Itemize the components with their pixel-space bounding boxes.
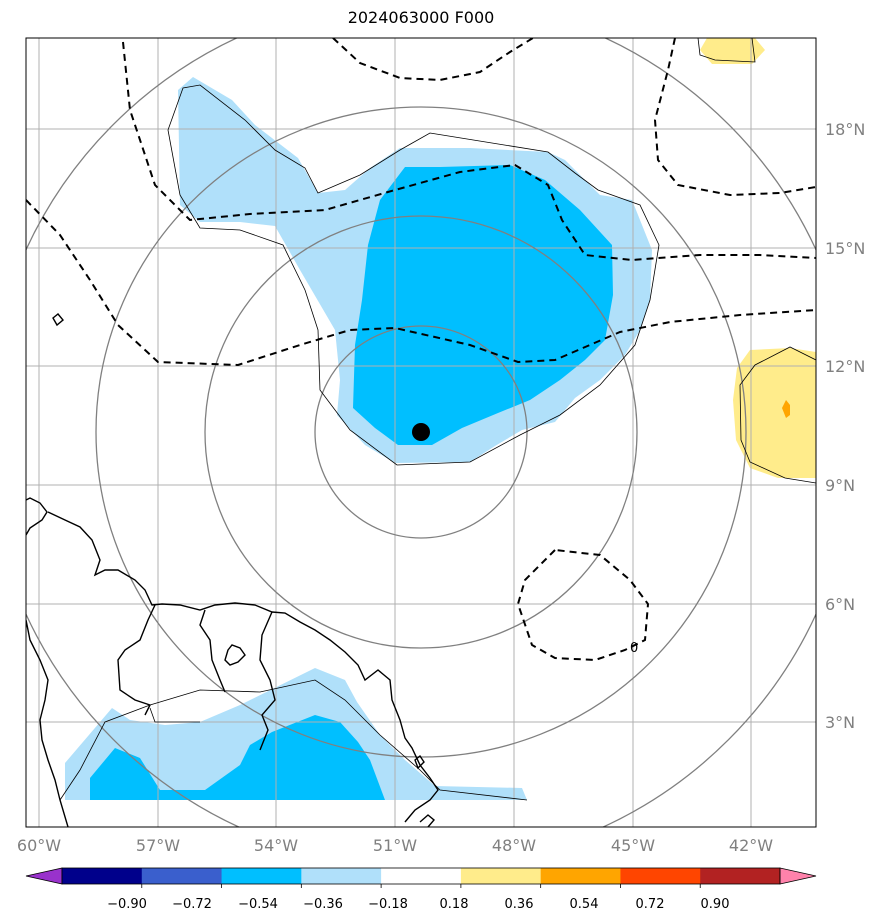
colorbar-extend-max (779, 867, 817, 885)
colorbar-tick-label: −0.72 (172, 897, 212, 912)
shading-deep-blue (90, 165, 613, 800)
colorbar-segment (700, 868, 781, 884)
colorbar-extend-min (25, 867, 63, 885)
lon-label: 60°W (17, 836, 61, 855)
colorbar-tick-label: −0.36 (303, 897, 343, 912)
dashed-contours (26, 38, 816, 662)
colorbar-tick-label: 0.54 (570, 897, 599, 912)
lon-label: 57°W (136, 836, 180, 855)
lat-labels: 18°N 15°N 12°N 9°N 6°N 3°N (825, 120, 865, 732)
colorbar-segments (62, 868, 781, 888)
lon-label: 51°W (373, 836, 417, 855)
colorbar-tick-label: −0.18 (368, 897, 408, 912)
shading-light-blue (65, 77, 652, 800)
colorbar: −0.90 −0.72 −0.54 −0.36 −0.18 0.18 0.36 … (25, 867, 817, 912)
lat-label: 3°N (825, 713, 855, 732)
colorbar-tick-label: 0.72 (636, 897, 665, 912)
lon-label: 54°W (254, 836, 298, 855)
colorbar-segment (301, 868, 382, 884)
lat-label: 6°N (825, 595, 855, 614)
lon-labels: 60°W 57°W 54°W 51°W 48°W 45°W 42°W (17, 836, 773, 855)
thin-contours (59, 38, 816, 801)
colorbar-segment (460, 868, 542, 884)
colorbar-tick-label: −0.90 (107, 897, 147, 912)
colorbar-ticks: −0.90 −0.72 −0.54 −0.36 −0.18 0.18 0.36 … (107, 897, 729, 912)
lon-label: 42°W (729, 836, 773, 855)
storm-center-marker (412, 423, 430, 441)
lat-label: 18°N (825, 120, 865, 139)
map-frame (25, 37, 817, 828)
colorbar-segment (381, 868, 462, 884)
shading-orange (782, 400, 790, 418)
colorbar-tick-label: −0.54 (238, 897, 278, 912)
colorbar-segment (221, 868, 302, 884)
colorbar-tick-label: 0.36 (505, 897, 534, 912)
lon-label: 48°W (492, 836, 536, 855)
lat-label: 9°N (825, 476, 855, 495)
lon-label: 45°W (611, 836, 655, 855)
colorbar-segment (620, 868, 701, 884)
colorbar-segment (141, 868, 223, 884)
colorbar-tick-label: 0.18 (440, 897, 469, 912)
contour-label: 0 (630, 641, 638, 656)
colorbar-segment (62, 868, 143, 884)
map-area: 0 (26, 38, 816, 827)
shading-yellow (700, 38, 816, 478)
coastlines (26, 313, 439, 827)
lat-label: 12°N (825, 357, 865, 376)
lat-label: 15°N (825, 239, 865, 258)
map-title: 2024063000 F000 (347, 8, 495, 27)
colorbar-frame (61, 867, 781, 885)
colorbar-segment (540, 868, 621, 884)
range-rings (26, 38, 816, 827)
colorbar-tick-label: 0.90 (701, 897, 730, 912)
